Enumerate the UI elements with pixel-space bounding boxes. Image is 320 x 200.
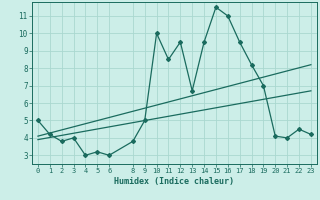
X-axis label: Humidex (Indice chaleur): Humidex (Indice chaleur): [115, 177, 234, 186]
